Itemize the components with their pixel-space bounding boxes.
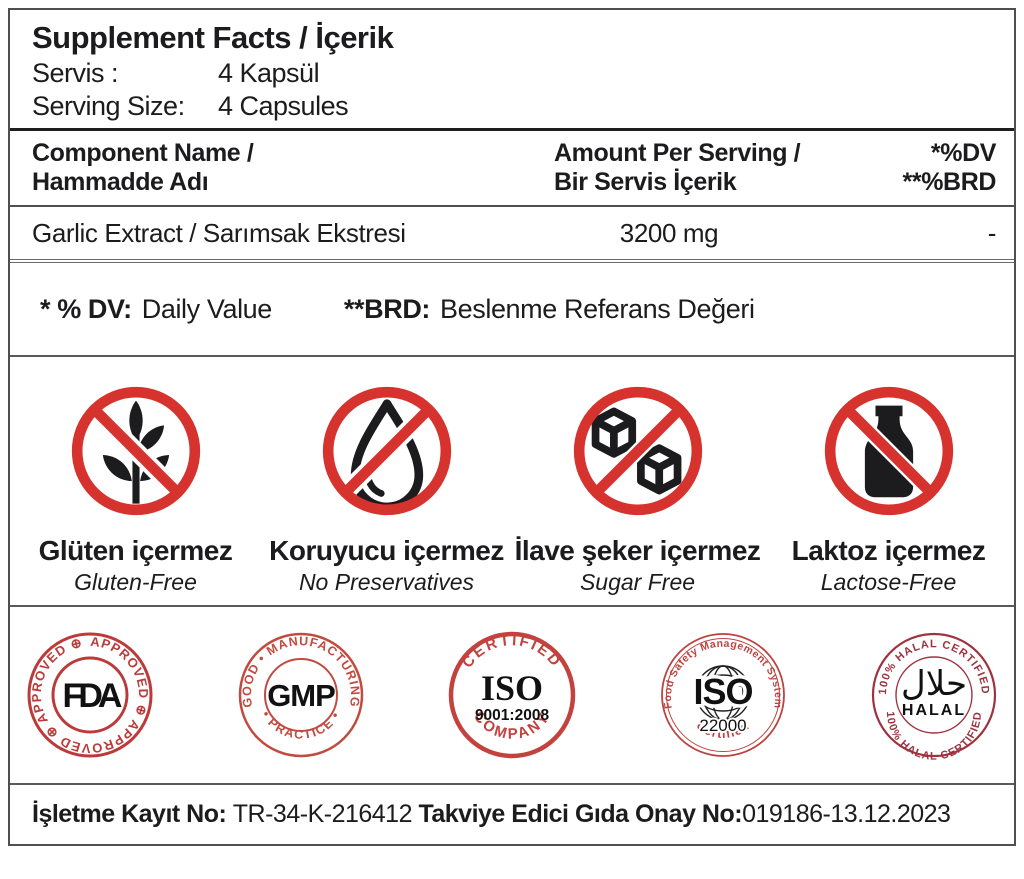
serving-row-en: Serving Size: 4 Capsules	[32, 91, 1014, 122]
claim-title: Glüten içermez	[38, 535, 233, 566]
no-preservatives-icon	[322, 386, 451, 516]
brd-footnote-label: **BRD:	[343, 293, 431, 324]
column-header-dv: *%DV **%BRD	[854, 139, 1014, 198]
claim-title: Laktoz içermez	[791, 535, 986, 566]
gmp-center-text: GMP	[267, 678, 335, 713]
svg-text:Certified: Certified	[694, 718, 753, 740]
serving-value-tr: 4 Kapsül	[218, 58, 320, 88]
prohibition-icon	[573, 386, 702, 516]
table-header-row: Component Name / Hammadde Adı Amount Per…	[10, 131, 1014, 207]
registration-value: TR-34-K-216412	[232, 800, 419, 828]
approval-label: Takviye Edici Gıda Onay No:	[418, 800, 743, 828]
claim-subtitle: Lactose-Free	[820, 569, 957, 595]
iso22000-arc-bottom-text: Certified	[694, 718, 752, 740]
iso22000-center-text: ISO	[693, 671, 752, 712]
iso9001-sub-text: 9001:2008	[475, 707, 550, 724]
iso9001-arc-top-text: CERTIFIED	[459, 632, 563, 671]
ingredient-name: Garlic Extract / Sarımsak Ekstresi	[32, 217, 406, 248]
halal-latin-text: HALAL	[902, 702, 966, 719]
serving-row-tr: Servis : 4 Kapsül	[32, 58, 1014, 89]
iso-9001-badge-icon: CERTIFIED COMPANY ISO 9001:2008	[448, 631, 576, 759]
iso-22000-badge-icon: Food Safety Management System Certified …	[661, 633, 785, 757]
gmp-badge-icon: GOOD • MANUFACTURING • PRACTICE • GMP	[238, 632, 364, 758]
prohibition-icon	[824, 386, 953, 516]
prohibition-icon	[322, 386, 451, 516]
serving-label-tr: Servis :	[32, 58, 119, 88]
brd-footnote-text: Beslenme Referans Değeri	[440, 293, 755, 324]
column-header-amount: Amount Per Serving / Bir Servis İçerik	[554, 139, 854, 198]
no-gluten-icon	[71, 386, 200, 516]
prohibition-icon	[71, 386, 200, 516]
free-from-claims-section: Glüten içermez Gluten-Free Koruyucu içer…	[10, 355, 1014, 605]
ingredient-amount: 3200 mg	[619, 217, 719, 248]
footnote-section: * % DV: Daily Value **BRD: Beslenme Refe…	[10, 259, 1014, 355]
claim-subtitle: No Preservatives	[298, 569, 475, 595]
serving-label-en: Serving Size:	[32, 91, 185, 121]
halal-arabic-text: حلال	[901, 664, 967, 704]
no-sugar-icon	[573, 386, 702, 516]
dv-footnote-text: Daily Value	[141, 293, 273, 324]
component-header-line2: Hammadde Adı	[32, 168, 209, 196]
globe-icon	[695, 665, 751, 721]
sugar-cubes-icon	[591, 407, 681, 495]
serving-value-en: 4 Capsules	[218, 91, 349, 121]
claim-sugar-free: İlave şeker içermez Sugar Free	[512, 357, 763, 605]
gmp-arc-bottom-text: • PRACTICE •	[259, 709, 342, 742]
dv-footnote-label: * % DV:	[40, 293, 132, 324]
dv-header-line2: **%BRD	[902, 168, 997, 196]
amount-header-line2: Bir Servis İçerik	[554, 168, 737, 196]
approval-value: 019186-13.12.2023	[742, 800, 951, 828]
claim-subtitle: Sugar Free	[579, 569, 696, 595]
claim-lactose-free: Laktoz içermez Lactose-Free	[763, 357, 1014, 605]
ingredients-table: Component Name / Hammadde Adı Amount Per…	[10, 128, 1014, 259]
page-title: Supplement Facts / İçerik	[32, 20, 394, 55]
claim-title: Koruyucu içermez	[269, 535, 504, 566]
component-header-line1: Component Name /	[32, 138, 254, 167]
registration-label: İşletme Kayıt No:	[32, 800, 233, 828]
fda-center-text: FDA	[63, 677, 122, 715]
svg-text:CERTIFIED: CERTIFIED	[459, 632, 565, 671]
claim-subtitle: Gluten-Free	[74, 569, 197, 595]
claim-gluten-free: Glüten içermez Gluten-Free	[10, 357, 261, 605]
ingredient-dv: -	[987, 217, 997, 248]
column-header-component: Component Name / Hammadde Adı	[10, 139, 554, 198]
claim-title: İlave şeker içermez	[514, 535, 761, 566]
claim-no-preservatives: Koruyucu içermez No Preservatives	[261, 357, 512, 605]
svg-text:• PRACTICE •: • PRACTICE •	[259, 709, 343, 742]
fda-approved-badge-icon: APPROVED ⊕ APPROVED ⊕ APPROVED ⊕ FDA	[27, 632, 153, 758]
header-section: Supplement Facts / İçerik Servis : 4 Kap…	[10, 10, 1014, 128]
table-row: Garlic Extract / Sarımsak Ekstresi 3200 …	[10, 207, 1014, 259]
supplement-facts-label: Supplement Facts / İçerik Servis : 4 Kap…	[8, 8, 1016, 846]
iso9001-center-text: ISO	[481, 668, 543, 708]
halal-certified-badge-icon: 100% HALAL CERTIFIED 100% HALAL CERTIFIE…	[871, 632, 997, 763]
certification-badges-section: APPROVED ⊕ APPROVED ⊕ APPROVED ⊕ FDA GOO…	[10, 605, 1014, 783]
no-lactose-icon	[824, 386, 953, 516]
dv-header-line1: *%DV	[930, 138, 996, 167]
registration-footer: İşletme Kayıt No: TR-34-K-216412 Takviye…	[10, 783, 1014, 844]
iso22000-sub-text: 22000	[699, 716, 746, 735]
amount-header-line1: Amount Per Serving /	[554, 138, 801, 167]
